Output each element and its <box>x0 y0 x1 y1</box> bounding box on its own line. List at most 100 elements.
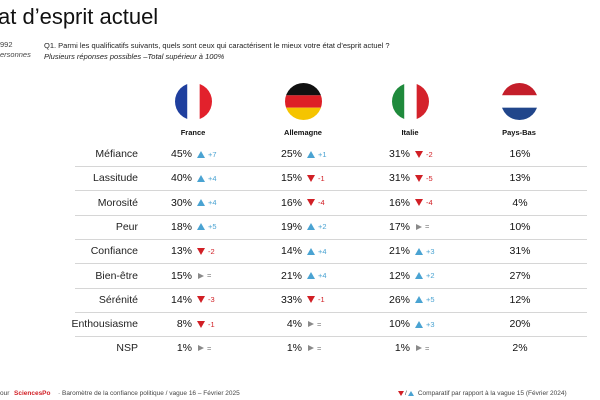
delta-value: -5 <box>426 173 433 183</box>
table-cell-france: 18% +5 <box>165 220 217 234</box>
delta-value: = <box>425 222 430 232</box>
row-divider <box>75 311 587 313</box>
cell-delta: +4 <box>307 271 327 280</box>
footer: our SciencesPo · Baromètre de la confian… <box>0 390 600 400</box>
table-cell-germany: 19% +2 <box>275 220 327 234</box>
cell-delta: +4 <box>197 198 217 207</box>
triangle-right-icon <box>198 272 204 279</box>
column-header-germany: Allemagne <box>284 128 322 137</box>
delta-value: = <box>207 271 212 280</box>
question-note: Plusieurs réponses possibles –Total supé… <box>44 52 225 61</box>
table-cell-italy: 16% -4 <box>383 196 433 210</box>
cell-delta: -4 <box>307 198 325 207</box>
delta-value: -2 <box>208 246 215 256</box>
cell-value: 30% <box>170 196 192 209</box>
cell-delta: +7 <box>197 150 217 159</box>
delta-value: -4 <box>426 198 433 208</box>
cell-delta: = <box>307 320 321 329</box>
delta-value: +2 <box>318 222 327 232</box>
table-cell-france: 45% +7 <box>165 147 217 161</box>
delta-value: -1 <box>318 173 325 183</box>
table-cell-germany: 33% -1 <box>275 293 325 307</box>
triangle-down-icon <box>307 296 315 304</box>
cell-value-netherlands: 20% <box>509 318 531 331</box>
page-title: at d’esprit actuel <box>0 4 159 29</box>
netherlands-flag-icon <box>501 83 538 120</box>
delta-value: -4 <box>318 198 325 208</box>
triangle-down-icon <box>307 174 315 182</box>
delta-value: +1 <box>318 149 327 159</box>
cell-value-netherlands: 2% <box>512 342 528 355</box>
table-cell-italy: 31% -5 <box>383 171 433 185</box>
table-cell-france: 30% +4 <box>165 196 217 210</box>
delta-value: +5 <box>426 295 435 305</box>
cell-value: 12% <box>388 269 410 282</box>
cell-value: 16% <box>280 196 302 209</box>
cell-delta: = <box>197 344 211 353</box>
triangle-down-icon <box>197 247 205 255</box>
table-cell-italy: 1% = <box>383 341 430 355</box>
delta-value: = <box>425 343 430 353</box>
triangle-up-icon <box>197 199 205 207</box>
cell-value-netherlands: 31% <box>509 245 531 258</box>
delta-value: +4 <box>318 246 327 256</box>
table-cell-italy: 12% +2 <box>383 269 435 283</box>
cell-value-netherlands: 16% <box>509 148 531 160</box>
cell-value: 1% <box>394 342 410 355</box>
footer-legend: / Comparatif par rapport à la vague 15 (… <box>398 390 567 397</box>
cell-delta: = <box>415 222 429 231</box>
triangle-down-icon <box>307 199 315 207</box>
table-cell-france: 13% -2 <box>165 244 215 258</box>
triangle-up-icon <box>407 391 414 396</box>
triangle-up-icon <box>415 320 423 328</box>
triangle-down-icon <box>197 320 205 328</box>
table-cell-germany: 4% = <box>275 317 322 331</box>
triangle-right-icon <box>416 345 422 352</box>
delta-value: -1 <box>208 319 215 329</box>
cell-value-netherlands: 12% <box>509 293 531 306</box>
footer-left: our <box>0 390 10 397</box>
cell-delta: +2 <box>415 271 435 280</box>
row-label: Enthousiasme <box>71 318 138 331</box>
cell-value: 31% <box>388 148 410 160</box>
table-cell-italy: 10% +3 <box>383 317 435 331</box>
cell-delta: -2 <box>415 150 433 159</box>
question-block: Q1. Parmi les qualificatifs suivants, qu… <box>44 40 390 62</box>
triangle-right-icon <box>308 321 314 328</box>
cell-value: 21% <box>388 245 410 258</box>
table-cell-france: 1% = <box>165 341 212 355</box>
cell-delta: -5 <box>415 174 433 183</box>
cell-delta: -1 <box>197 320 215 329</box>
triangle-up-icon <box>197 150 205 158</box>
triangle-up-icon <box>307 150 315 158</box>
cell-value: 10% <box>388 318 410 331</box>
table-cell-germany: 14% +4 <box>275 244 327 258</box>
legend-text: Comparatif par rapport à la vague 15 (Fé… <box>417 390 567 397</box>
row-label: Méfiance <box>95 148 138 160</box>
cell-value: 15% <box>280 172 302 185</box>
delta-value: +7 <box>208 149 217 159</box>
row-divider <box>75 263 587 265</box>
cell-delta: +1 <box>307 150 327 159</box>
column-header-italy: Italie <box>401 128 419 137</box>
row-divider <box>75 166 587 167</box>
sample-size-number: 992 <box>0 40 13 49</box>
delta-value: +4 <box>208 173 217 183</box>
cell-value: 31% <box>388 172 410 185</box>
footer-source-text: Baromètre de la confiance politique / va… <box>61 390 240 397</box>
italy-flag-icon <box>392 83 429 120</box>
table-cell-germany: 25% +1 <box>275 147 327 161</box>
cell-delta: +4 <box>197 174 217 183</box>
cell-delta: +5 <box>415 295 435 304</box>
cell-delta: -1 <box>307 174 325 183</box>
triangle-down-icon <box>415 174 423 182</box>
cell-delta: +5 <box>197 222 217 231</box>
triangle-down-icon <box>398 391 404 396</box>
row-label: Lassitude <box>93 172 138 185</box>
cell-value: 19% <box>280 220 302 233</box>
cell-value: 13% <box>170 245 192 258</box>
table-cell-italy: 17% = <box>383 220 429 234</box>
row-divider <box>75 238 587 240</box>
triangle-up-icon <box>415 272 423 279</box>
row-label: NSP <box>116 342 138 355</box>
